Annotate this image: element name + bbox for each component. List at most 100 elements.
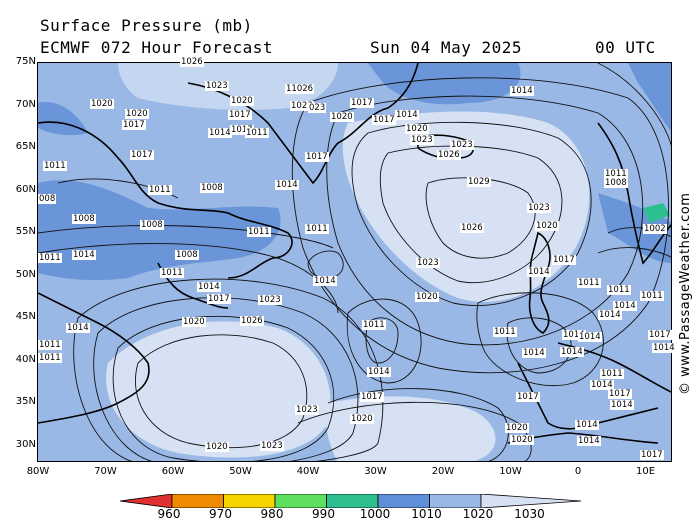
colorbar-tick-label: 1000 (359, 507, 391, 521)
isobar-label: 1023 (410, 135, 434, 145)
isobar-label: 1011 (493, 327, 517, 337)
isobar-1020-south (327, 388, 509, 461)
isobar-1014-lowmid (346, 298, 422, 384)
isobar-label: 1020 (350, 414, 374, 424)
isobar-label: 1014 (197, 282, 221, 292)
isobar-label: 1011 (43, 161, 67, 171)
isobar-label: 1014 (275, 180, 299, 190)
isobar-1026-azores (135, 334, 308, 449)
high-region-azores (106, 321, 331, 458)
isobar-label: 1023 (290, 101, 314, 111)
isobar-label: 1020 (125, 109, 149, 119)
isobar-label: 1011 (577, 278, 601, 288)
colorbar-tick-label: 1030 (514, 507, 545, 521)
isobar-label: 1014 (575, 420, 599, 430)
isobar-1023-azores (112, 315, 335, 461)
coast-us-east (38, 292, 150, 424)
isobar-label: 1011 (245, 128, 269, 138)
lat-label: 65N (15, 141, 36, 152)
lon-label: 20W (431, 466, 455, 477)
isobar-label: 1017 (350, 98, 374, 108)
colorbar-segment (120, 494, 173, 508)
colorbar-segment (429, 494, 482, 508)
isobar-label: 1014 (577, 436, 601, 446)
coast-labrador (38, 121, 293, 279)
isobar-label: 023 (308, 103, 327, 113)
isobar-label: 1002 (643, 224, 667, 234)
isobar-label: 1029 (467, 177, 491, 187)
isobar-label: 1008 (72, 214, 96, 224)
isobar-label: 1023 (527, 203, 551, 213)
isobar-label: 1023 (416, 258, 440, 268)
lat-label: 35N (15, 396, 36, 407)
isobar-1011-scand (597, 247, 671, 258)
isobar-label: 11026 (285, 84, 315, 94)
credit-text: © www.PassageWeather.com (678, 192, 693, 395)
isobar-label: 1011 (38, 253, 62, 263)
model-label: ECMWF 072 Hour Forecast (40, 38, 274, 57)
colorbar (120, 494, 582, 508)
isobars (38, 63, 671, 461)
colorbar-tick-label: 960 (157, 507, 181, 521)
isobar-label: 1011 (640, 291, 664, 301)
lat-label: 30N (15, 438, 36, 450)
isobar-label: 1014 (610, 400, 634, 410)
isobar-label: 1014 (66, 323, 90, 333)
colorbar-tick-label: 970 (209, 507, 232, 521)
isobar-label: 1014 (562, 330, 586, 340)
coastlines (38, 63, 671, 444)
isobar-label: 1014 (72, 250, 96, 260)
low-region-greenland-north (368, 63, 521, 105)
isobar-label: 1014 (367, 367, 391, 377)
isobar-1020-high (326, 95, 644, 346)
isobar-label: 1023 (205, 81, 229, 91)
isobar-label: 1014 (395, 110, 419, 120)
isobar-label: 1017 (360, 392, 384, 402)
isobar-label: 1026 (240, 316, 264, 326)
isobar-label: 1011 (148, 185, 172, 195)
isobar-label: 1023 (450, 140, 474, 150)
lon-label: 0 (574, 466, 582, 477)
lon-label: 10E (635, 466, 656, 477)
colorbar-segment (274, 494, 327, 508)
isobar-label: 1008 (175, 250, 199, 260)
isobar-label: 1014 (510, 86, 534, 96)
isobar-label: 1008 (140, 220, 164, 230)
isobar-label: 1017 (122, 120, 146, 130)
isobar-label: 1020 (90, 99, 114, 109)
isobar-label: 1026 (460, 223, 484, 233)
isobar-1011-east (506, 317, 572, 374)
colorbar-tick-label: 1020 (462, 507, 494, 521)
isobar-label: 1020 (505, 423, 529, 433)
coast-greenland (187, 63, 419, 185)
isobar-label: 1017 (516, 392, 540, 402)
isobar-label: 1014 (527, 267, 551, 277)
isobar-label: 1026 (180, 57, 204, 67)
isobar-label: 1020 (415, 292, 439, 302)
isobar-label: 1023 (295, 405, 319, 415)
isobar-label: 1014 (313, 276, 337, 286)
isobar-1011-mid (307, 250, 344, 279)
isobar-label: 008 (38, 194, 57, 204)
isobar-label: 1008 (604, 178, 628, 188)
coast-iceland (417, 134, 474, 160)
isobar-1023-high (351, 121, 592, 306)
colorbar-segment (326, 494, 379, 508)
lon-label: 80W (26, 466, 50, 477)
isobar-1026-high (379, 145, 563, 284)
isobar-label: 1020 (230, 96, 254, 106)
isobar-label: 1011 (607, 285, 631, 295)
isobar-label: 1017 (130, 150, 154, 160)
isobar-label: 1017 (372, 115, 396, 125)
isobar-label: 1023 (258, 295, 282, 305)
isobar-1008-scand (607, 227, 671, 238)
coast-iberia (517, 362, 659, 430)
lat-label: 55N (15, 226, 36, 237)
lat-label: 40N (15, 353, 36, 365)
colorbar-segment (223, 494, 276, 508)
lat-label: 45N (15, 311, 36, 322)
high-region-atlantic (342, 111, 590, 302)
isobar-label: 1011 (160, 268, 184, 278)
lon-label: 10W (499, 466, 522, 477)
isobar-label: 1017 (648, 330, 672, 340)
